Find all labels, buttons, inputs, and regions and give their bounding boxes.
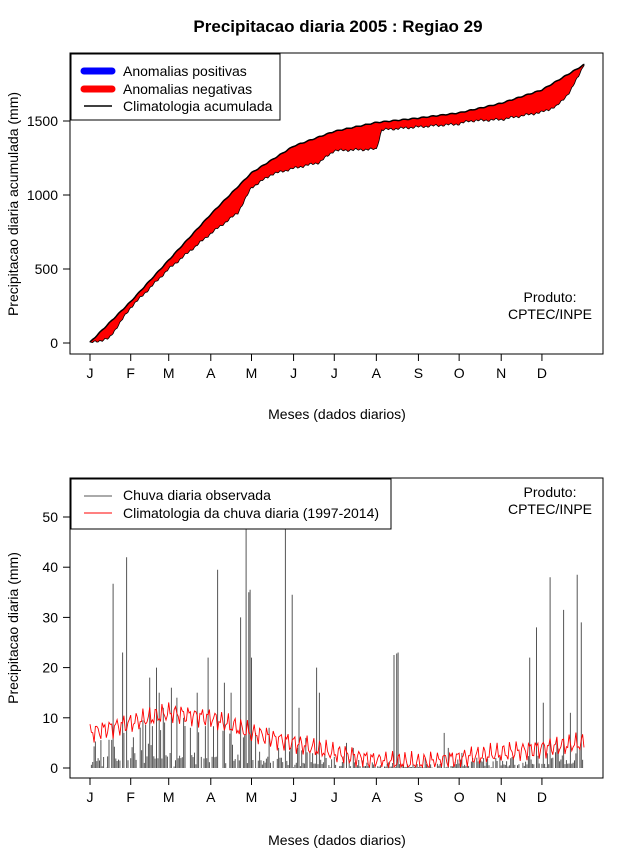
daily-x-tick-label: M: [246, 789, 258, 805]
cumulative-y-axis: 0 500 1000 1500: [27, 113, 71, 351]
daily-y-tick-label: 50: [42, 509, 58, 525]
daily-legend: Chuva diaria observada Climatologia da c…: [70, 478, 392, 530]
daily-y-tick-label: 10: [42, 710, 58, 726]
cumulative-x-tick-label: A: [372, 365, 382, 381]
daily-x-tick-label: J: [87, 789, 94, 805]
daily-x-tick-label: N: [496, 789, 506, 805]
daily-chart: 0 10 20 30 40 50 J F M A M J J A S O N D Precipitacao di…: [5, 477, 604, 848]
cumulative-chart: 0 500 1000 1500 J F M A M J J A S O N D Precipitacao d…: [5, 52, 604, 422]
daily-x-tick-label: M: [163, 789, 175, 805]
daily-y-tick-label: 20: [42, 660, 58, 676]
cumulative-x-tick-label: N: [496, 365, 506, 381]
cumulative-x-tick-label: M: [246, 365, 258, 381]
daily-product-source: CPTEC/INPE: [508, 501, 592, 517]
cumulative-x-label: Meses (dados diarios): [268, 406, 406, 422]
daily-y-tick-label: 30: [42, 609, 58, 625]
legend-label-climatology: Climatologia acumulada: [123, 98, 273, 114]
daily-legend-box: [70, 478, 392, 530]
cumulative-x-tick-label: F: [126, 365, 135, 381]
cumulative-x-tick-label: J: [290, 365, 297, 381]
cumulative-product-label: Produto:: [524, 289, 577, 305]
cumulative-x-tick-label: J: [87, 365, 94, 381]
legend-label-negative: Anomalias negativas: [123, 81, 252, 97]
daily-product-label: Produto:: [524, 484, 577, 500]
cumulative-x-tick-label: O: [454, 365, 465, 381]
daily-x-tick-label: A: [206, 789, 216, 805]
daily-x-tick-label: J: [290, 789, 297, 805]
daily-x-label: Meses (dados diarios): [268, 832, 406, 848]
daily-observed-bars: [90, 522, 584, 768]
cumulative-x-tick-label: M: [163, 365, 175, 381]
legend-label-observed: Chuva diaria observada: [123, 487, 271, 503]
daily-x-tick-label: A: [372, 789, 382, 805]
daily-x-tick-label: D: [537, 789, 547, 805]
cumulative-y-tick-label: 500: [35, 261, 59, 277]
daily-y-tick-label: 40: [42, 559, 58, 575]
daily-y-label: Precipitacao diaria (mm): [5, 552, 21, 704]
daily-x-tick-label: J: [331, 789, 338, 805]
daily-x-tick-label: S: [414, 789, 423, 805]
cumulative-x-tick-label: D: [537, 365, 547, 381]
daily-x-tick-label: F: [126, 789, 135, 805]
legend-label-daily-climatology: Climatologia da chuva diaria (1997-2014): [123, 505, 379, 521]
legend-label-positive: Anomalias positivas: [123, 63, 247, 79]
daily-y-axis: 0 10 20 30 40 50: [42, 509, 71, 776]
daily-x-tick-label: O: [454, 789, 465, 805]
daily-climatology-line: [89, 702, 585, 769]
cumulative-y-tick-label: 1000: [27, 187, 58, 203]
cumulative-product-source: CPTEC/INPE: [508, 306, 592, 322]
cumulative-y-tick-label: 1500: [27, 113, 58, 129]
figure-title: Precipitacao diaria 2005 : Regiao 29: [193, 17, 482, 36]
cumulative-x-tick-label: J: [331, 365, 338, 381]
cumulative-climatology-line: [89, 63, 585, 343]
cumulative-y-tick-label: 0: [50, 335, 58, 351]
cumulative-x-tick-label: A: [206, 365, 216, 381]
cumulative-legend: Anomalias positivas Anomalias negativas …: [70, 53, 281, 121]
cumulative-y-label: Precipitacao diaria acumulada (mm): [5, 92, 21, 316]
cumulative-x-tick-label: S: [414, 365, 423, 381]
daily-y-tick-label: 0: [50, 760, 58, 776]
